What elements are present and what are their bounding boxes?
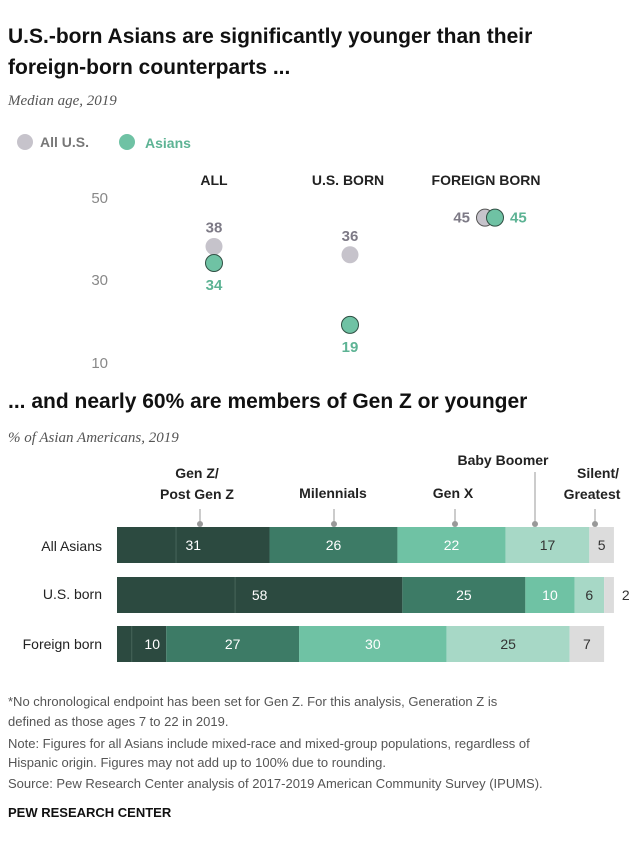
leader-dot-milennials xyxy=(331,521,337,527)
bar-foreign-born-post-gen-z xyxy=(117,626,132,662)
segment-header-leaders xyxy=(199,472,596,524)
value-label-u-s-born-silent-greatest: 2 xyxy=(622,587,630,603)
dot-asians-u-s-born xyxy=(341,315,359,334)
leader-dot-baby-boomer xyxy=(532,521,538,527)
label-all-us-all: 38 xyxy=(206,220,223,237)
bar-foreign-born-silent-greatest xyxy=(569,626,605,662)
value-label-all-asians-gen-z-post-gen-z: 31 xyxy=(185,537,201,553)
segment-header-silent-line-1: Silent/ xyxy=(577,465,619,481)
segment-header-milennials: Milennials xyxy=(299,485,367,501)
bar-foreign-born-baby-boomer xyxy=(446,626,570,662)
bar-foreign-born-gen-z xyxy=(131,626,167,662)
dot-asians-foreign-born xyxy=(486,208,504,227)
label-all-us-u-s-born: 36 xyxy=(342,228,359,245)
dot-all-us-all xyxy=(205,238,223,255)
bar-all-asians-silent-greatest xyxy=(589,527,614,563)
value-label-all-asians-baby-boomer: 17 xyxy=(540,537,556,553)
column-header-us-born: U.S. BORN xyxy=(312,172,384,188)
dot-chart-plot: 38 34 36 19 45 45 xyxy=(205,208,527,356)
bar-all-asians-post-gen-z xyxy=(117,527,177,563)
dot-chart-title-line-2: foreign-born counterparts ... xyxy=(8,56,290,79)
pew-brand: PEW RESEARCH CENTER xyxy=(8,805,172,820)
source-line: Source: Pew Research Center analysis of … xyxy=(8,776,543,791)
bar-all-asians-gen-z xyxy=(176,527,270,563)
segment-header-genz-line-1: Gen Z/ xyxy=(175,465,219,481)
bar-all-asians-gen-x xyxy=(397,527,506,563)
legend-all-us-label: All U.S. xyxy=(40,134,89,150)
bar-u-s-born-gen-z xyxy=(235,577,403,613)
bar-all-asians-baby-boomer xyxy=(505,527,590,563)
dot-chart-subtitle: Median age, 2019 xyxy=(7,93,117,109)
bar-u-s-born-baby-boomer xyxy=(574,577,605,613)
value-label-all-asians-gen-x: 22 xyxy=(444,537,460,553)
dot-asians-all xyxy=(205,254,223,272)
label-asians-all: 34 xyxy=(206,277,223,294)
bar-u-s-born-gen-x xyxy=(525,577,575,613)
bar-foreign-born-milennials xyxy=(166,626,300,662)
bar-chart-title: ... and nearly 60% are members of Gen Z … xyxy=(8,390,527,413)
segment-header-silent-line-2: Greatest xyxy=(564,486,621,502)
label-asians-u-s-born: 19 xyxy=(342,339,359,356)
segment-header-genz-line-2: Post Gen Z xyxy=(160,486,234,502)
row-label-foreign-born: Foreign born xyxy=(23,636,102,652)
value-label-u-s-born-milennials: 25 xyxy=(456,587,472,603)
leader-dot-genx xyxy=(452,521,458,527)
value-label-foreign-born-baby-boomer: 25 xyxy=(500,636,516,652)
column-header-all: ALL xyxy=(200,172,228,188)
value-label-all-asians-silent-greatest: 5 xyxy=(598,537,606,553)
y-tick-30: 30 xyxy=(91,272,108,289)
footnote-line-3: Note: Figures for all Asians include mix… xyxy=(8,736,530,751)
value-label-foreign-born-silent-greatest: 7 xyxy=(583,636,591,652)
legend-asians-marker xyxy=(119,134,135,150)
y-tick-50: 50 xyxy=(91,190,108,207)
bar-u-s-born-post-gen-z xyxy=(117,577,236,613)
legend-all-us-marker xyxy=(17,134,33,150)
segment-header-baby-boomer: Baby Boomer xyxy=(457,452,549,468)
column-header-foreign-born: FOREIGN BORN xyxy=(432,172,541,188)
value-label-foreign-born-milennials: 27 xyxy=(225,636,241,652)
value-label-u-s-born-gen-x: 10 xyxy=(542,587,558,603)
legend-asians-label: Asians xyxy=(145,135,191,151)
row-label-all-asians: All Asians xyxy=(41,538,102,554)
y-tick-10: 10 xyxy=(91,355,108,372)
value-label-all-asians-milennials: 26 xyxy=(326,537,342,553)
value-label-u-s-born-baby-boomer: 6 xyxy=(585,587,593,603)
footnote-line-4: Hispanic origin. Figures may not add up … xyxy=(8,755,386,770)
bar-u-s-born-milennials xyxy=(402,577,526,613)
bar-foreign-born-gen-x xyxy=(299,626,447,662)
bar-u-s-born-silent-greatest xyxy=(604,577,614,613)
row-label-us-born: U.S. born xyxy=(43,586,102,602)
leader-dot-genz xyxy=(197,521,203,527)
label-asians-foreign-born: 45 xyxy=(510,210,527,227)
leader-dot-silent xyxy=(592,521,598,527)
value-label-u-s-born-gen-z-post-gen-z: 58 xyxy=(252,587,268,603)
label-all-us-foreign-born: 45 xyxy=(453,210,470,227)
dot-all-us-u-s-born xyxy=(341,246,359,264)
segment-header-leader-dots xyxy=(197,521,598,527)
dot-chart-title-line-1: U.S.-born Asians are significantly young… xyxy=(8,25,532,48)
bar-chart-subtitle: % of Asian Americans, 2019 xyxy=(8,430,179,446)
value-label-foreign-born-gen-z-post-gen-z: 10 xyxy=(144,636,160,652)
value-label-foreign-born-gen-x: 30 xyxy=(365,636,381,652)
stacked-bar-plot: 31 26 22 17 5 58 25 10 6 2 10 27 30 25 7 xyxy=(117,527,630,662)
bar-all-asians-milennials xyxy=(269,527,398,563)
footnote-line-2: defined as those ages 7 to 22 in 2019. xyxy=(8,714,228,729)
footnote-line-1: *No chronological endpoint has been set … xyxy=(8,694,498,709)
segment-header-genx: Gen X xyxy=(433,485,474,501)
